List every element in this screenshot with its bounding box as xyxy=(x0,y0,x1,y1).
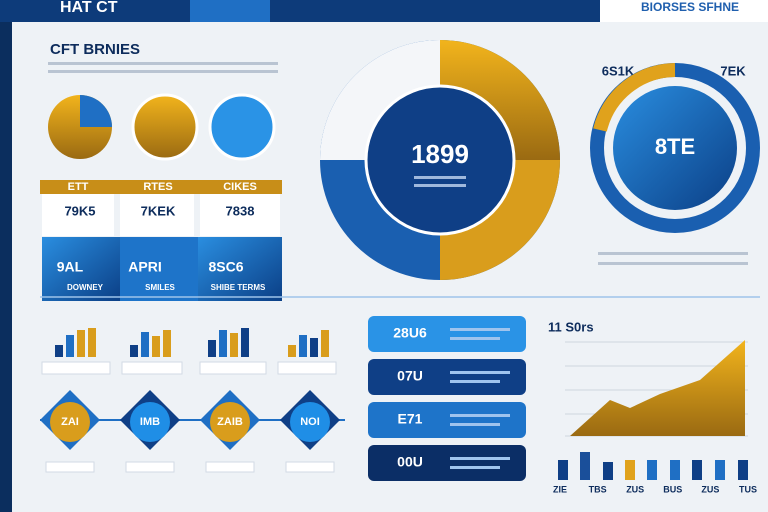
ring-segment xyxy=(593,63,676,132)
step-badge xyxy=(210,402,250,442)
trend-x-label: TBS xyxy=(589,484,607,494)
pill xyxy=(368,359,526,395)
ring-label: 6S1K xyxy=(602,63,635,78)
panel-title: CFT BRNIES xyxy=(50,41,140,58)
pill-text-line xyxy=(450,457,510,460)
step-badge xyxy=(130,402,170,442)
trend-x-label: TUS xyxy=(739,484,757,494)
donut-hole xyxy=(364,84,516,236)
trend-area xyxy=(570,340,745,436)
step-caption xyxy=(45,461,95,473)
card-value: 79K5 xyxy=(64,203,95,218)
card-label: CIKES xyxy=(223,181,257,193)
pill-text-line xyxy=(450,337,500,340)
pill-text-line xyxy=(450,371,510,374)
mini-charts xyxy=(41,328,337,375)
pie-slice xyxy=(80,95,112,127)
pill xyxy=(368,445,526,481)
pie xyxy=(208,93,276,161)
pill-label: 28U6 xyxy=(393,325,427,341)
step-badge xyxy=(50,402,90,442)
brand-box xyxy=(600,0,768,22)
step-badge xyxy=(290,402,330,442)
card-stat: 8SC6 xyxy=(208,259,243,275)
card-block xyxy=(42,237,120,301)
card-stat: APRI xyxy=(128,259,161,275)
step-caption xyxy=(205,461,255,473)
header-title: HAT CT xyxy=(60,0,118,16)
card-stat: 9AL xyxy=(57,259,84,275)
card-block xyxy=(198,237,282,301)
brand: BIORSES SFHNE xyxy=(641,0,739,14)
trend-x-label: ZIE xyxy=(553,484,567,494)
ring-label: 7EK xyxy=(720,63,746,78)
trend-x-label: ZUS xyxy=(701,484,719,494)
step-label: ZAI xyxy=(61,416,79,428)
card-footer: SHIBE TERMS xyxy=(211,283,266,292)
pill-text-line xyxy=(450,423,500,426)
trend-x-label: ZUS xyxy=(626,484,644,494)
card-value: 7KEK xyxy=(141,203,176,218)
step-label: IMB xyxy=(140,416,160,428)
pill-text-line xyxy=(450,466,500,469)
pill xyxy=(368,402,526,438)
label-band xyxy=(40,180,282,194)
card xyxy=(42,194,114,236)
pill-text-line xyxy=(450,328,510,331)
pill xyxy=(368,316,526,352)
side-stripe xyxy=(0,22,12,512)
card-label: RTES xyxy=(143,181,172,193)
top-bar-segment xyxy=(190,0,270,22)
card xyxy=(200,194,280,236)
pie xyxy=(131,93,199,161)
trend-x-label: BUS xyxy=(663,484,682,494)
center-value: 1899 xyxy=(411,139,469,169)
card-label: ETT xyxy=(68,181,89,193)
card-value: 7838 xyxy=(226,203,255,218)
card-block xyxy=(120,237,198,301)
text-line xyxy=(48,70,278,73)
step-caption xyxy=(285,461,335,473)
ring-value: 8TE xyxy=(655,134,695,159)
text-line xyxy=(48,62,278,65)
text-line xyxy=(598,252,748,255)
pill-text-line xyxy=(450,380,500,383)
trend-bars xyxy=(558,452,748,480)
card-footer: SMILES xyxy=(145,283,175,292)
pill-text-line xyxy=(450,414,510,417)
ring-center xyxy=(613,86,737,210)
step-label: ZAIB xyxy=(217,416,243,428)
trend-title: 11 S0rs xyxy=(548,319,594,334)
pill-label: E71 xyxy=(398,411,423,427)
text-line xyxy=(414,184,466,187)
step-caption xyxy=(125,461,175,473)
card-footer: DOWNEY xyxy=(67,283,104,292)
text-line xyxy=(598,262,748,265)
text-line xyxy=(414,176,466,179)
ring xyxy=(590,63,760,233)
card xyxy=(120,194,194,236)
step-label: NOI xyxy=(300,416,320,428)
pill-label: 07U xyxy=(397,368,423,384)
pill-label: 00U xyxy=(397,454,423,470)
